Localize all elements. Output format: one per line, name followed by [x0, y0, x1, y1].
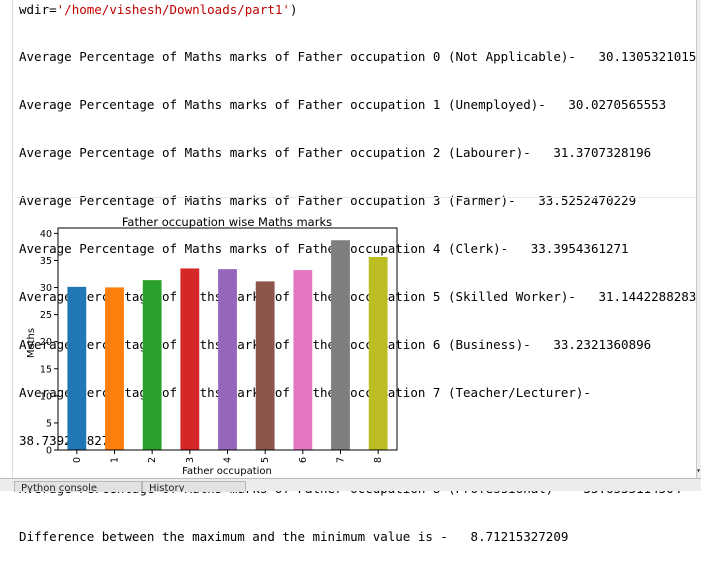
y-tick-label: 25: [40, 310, 52, 321]
output-line: Difference between the maximum and the m…: [19, 529, 569, 544]
scroll-down-icon[interactable]: ▾: [696, 466, 701, 475]
code-line: wdir='/home/vishesh/Downloads/part1'): [19, 2, 297, 18]
bar: [105, 287, 124, 450]
y-tick-label: 30: [40, 283, 52, 294]
chart-title: Father occupation wise Maths marks: [122, 215, 332, 229]
bar: [331, 240, 350, 450]
bar: [142, 280, 162, 450]
vertical-scrollbar[interactable]: [697, 0, 701, 478]
x-tick-label: 1: [110, 457, 121, 463]
x-tick-label: 0: [72, 457, 83, 463]
y-tick-label: 10: [40, 391, 52, 402]
x-tick-label: 7: [336, 457, 347, 463]
code-suffix: ): [289, 2, 298, 17]
y-tick-label: 5: [46, 418, 52, 429]
x-tick-label: 6: [298, 457, 309, 463]
plot-area: 0 1 2 3 4 5 6 7 8 0 5 10 15 20 25 30 35 40: [40, 227, 398, 463]
bar: [255, 281, 275, 450]
y-tick-label: 35: [40, 256, 52, 267]
console-gutter: [0, 0, 12, 478]
bar: [218, 269, 237, 450]
x-tick-label: 4: [223, 457, 234, 463]
y-axis-label: Maths: [26, 328, 37, 358]
tab-history[interactable]: History: [142, 481, 246, 492]
python-console-output: wdir='/home/vishesh/Downloads/part1') Av…: [0, 0, 701, 544]
bar-chart: Father occupation wise Maths marks 0 1 2 3 4…: [26, 215, 398, 477]
y-tick-label: 40: [40, 229, 52, 240]
bar: [293, 270, 313, 450]
output-line: Average Percentage of Maths marks of Fat…: [19, 145, 652, 160]
y-tick-label: 15: [40, 364, 52, 375]
code-string: '/home/vishesh/Downloads/part1': [56, 2, 290, 17]
bar: [368, 256, 388, 450]
x-axis-label: Father occupation: [182, 466, 272, 477]
x-tick-label: 8: [373, 457, 384, 463]
plot-frame: [57, 227, 398, 451]
bar: [67, 286, 87, 450]
code-prefix: wdir=: [19, 2, 57, 17]
output-line: Average Percentage of Maths marks of Fat…: [19, 97, 667, 112]
gutter-divider: [12, 0, 13, 478]
y-tick-label: 0: [46, 446, 52, 457]
tab-python-console[interactable]: Python console: [14, 481, 142, 492]
x-tick-label: 5: [260, 457, 271, 463]
x-tick-label: 3: [185, 457, 196, 463]
output-separator: [15, 197, 696, 198]
bottom-tab-bar: Python console History: [0, 478, 701, 492]
x-tick-label: 2: [147, 457, 158, 463]
bar: [180, 268, 200, 450]
y-tick-label: 20: [40, 337, 52, 348]
output-line: Average Percentage of Maths marks of Fat…: [19, 49, 697, 64]
output-line: Average Percentage of Maths marks of Fat…: [19, 193, 637, 208]
